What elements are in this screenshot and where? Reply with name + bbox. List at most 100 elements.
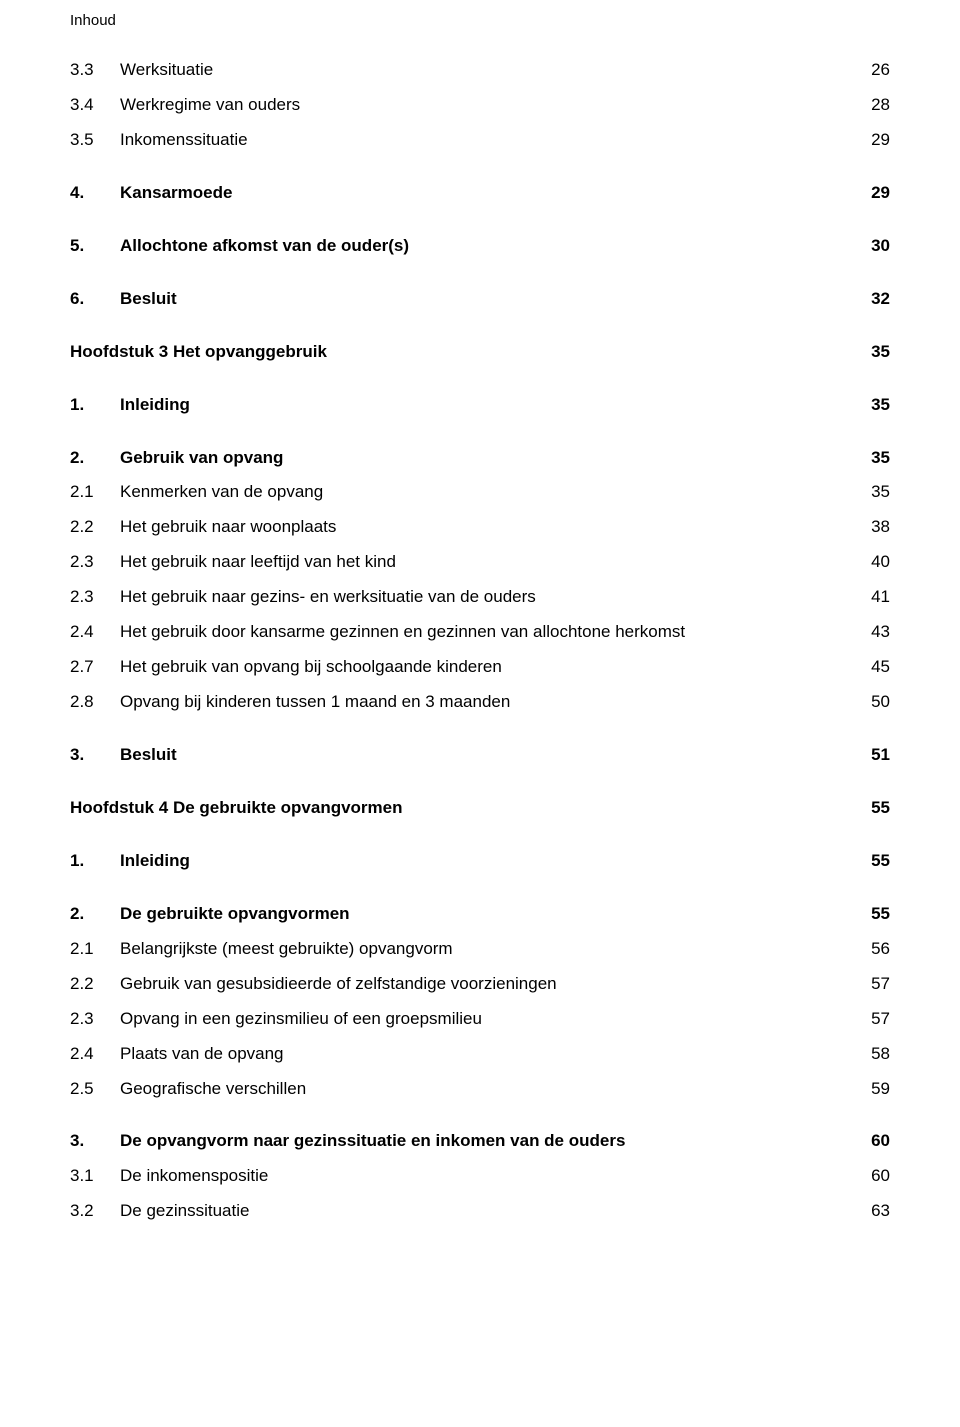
toc-row-left: 1.Inleiding <box>70 394 190 417</box>
toc-row: 2.7Het gebruik van opvang bij schoolgaan… <box>70 656 890 679</box>
toc-entry-page: 57 <box>871 1008 890 1031</box>
toc-row-left: 2.De gebruikte opvangvormen <box>70 903 350 926</box>
toc-entry-title: Het gebruik van opvang bij schoolgaande … <box>120 656 502 679</box>
toc-entry-number: 3.2 <box>70 1200 120 1223</box>
toc-entry-title: De gebruikte opvangvormen <box>120 903 350 926</box>
toc-row-left: Hoofdstuk 3 Het opvanggebruik <box>70 341 327 364</box>
toc-row-left: 3.De opvangvorm naar gezinssituatie en i… <box>70 1130 625 1153</box>
toc-row: 2.2Gebruik van gesubsidieerde of zelfsta… <box>70 973 890 996</box>
page-header: Inhoud <box>70 12 890 29</box>
toc-entry-number: 1. <box>70 850 120 873</box>
toc-chapter-title: Hoofdstuk 4 De gebruikte opvangvormen <box>70 797 403 820</box>
toc-row: Hoofdstuk 3 Het opvanggebruik35 <box>70 341 890 364</box>
toc-entry-number: 4. <box>70 182 120 205</box>
toc-entry-page: 63 <box>871 1200 890 1223</box>
toc-row-left: 2.2Het gebruik naar woonplaats <box>70 516 336 539</box>
toc-entry-title: Het gebruik naar woonplaats <box>120 516 336 539</box>
toc-entry-page: 56 <box>871 938 890 961</box>
toc-entry-page: 32 <box>871 288 890 311</box>
table-of-contents: 3.3Werksituatie263.4Werkregime van ouder… <box>70 59 890 1223</box>
toc-row-left: Hoofdstuk 4 De gebruikte opvangvormen <box>70 797 403 820</box>
toc-entry-number: 2.2 <box>70 516 120 539</box>
toc-row: 2.1Kenmerken van de opvang35 <box>70 481 890 504</box>
toc-row: 3.2De gezinssituatie 63 <box>70 1200 890 1223</box>
toc-row: 2.4Plaats van de opvang 58 <box>70 1043 890 1066</box>
toc-row: 2.1Belangrijkste (meest gebruikte) opvan… <box>70 938 890 961</box>
toc-row: 2.3Het gebruik naar gezins- en werksitua… <box>70 586 890 609</box>
toc-entry-title: Belangrijkste (meest gebruikte) opvangvo… <box>120 938 453 961</box>
toc-row-left: 2.4Plaats van de opvang <box>70 1043 284 1066</box>
toc-row: 2.5Geografische verschillen59 <box>70 1078 890 1101</box>
toc-entry-title: Besluit <box>120 744 177 767</box>
toc-entry-title: Inleiding <box>120 394 190 417</box>
toc-entry-page: 45 <box>871 656 890 679</box>
toc-row-left: 2.2Gebruik van gesubsidieerde of zelfsta… <box>70 973 557 996</box>
toc-row-left: 2.1Kenmerken van de opvang <box>70 481 323 504</box>
toc-entry-page: 55 <box>871 850 890 873</box>
toc-entry-number: 3. <box>70 1130 120 1153</box>
toc-entry-page: 29 <box>871 182 890 205</box>
toc-row-left: 3.3Werksituatie <box>70 59 213 82</box>
toc-entry-title: Plaats van de opvang <box>120 1043 284 1066</box>
toc-row: 2.4Het gebruik door kansarme gezinnen en… <box>70 621 890 644</box>
toc-row: 3.1De inkomenspositie 60 <box>70 1165 890 1188</box>
toc-entry-title: Kansarmoede <box>120 182 232 205</box>
toc-entry-number: 3.1 <box>70 1165 120 1188</box>
toc-row-left: 3.5Inkomenssituatie <box>70 129 248 152</box>
toc-entry-page: 29 <box>871 129 890 152</box>
toc-row-left: 2.1Belangrijkste (meest gebruikte) opvan… <box>70 938 453 961</box>
toc-entry-title: Allochtone afkomst van de ouder(s) <box>120 235 409 258</box>
toc-row: 2.2Het gebruik naar woonplaats38 <box>70 516 890 539</box>
toc-entry-number: 2.3 <box>70 1008 120 1031</box>
toc-entry-number: 3.3 <box>70 59 120 82</box>
toc-entry-number: 2.7 <box>70 656 120 679</box>
toc-entry-number: 2.3 <box>70 586 120 609</box>
toc-row: 6.Besluit 32 <box>70 288 890 311</box>
toc-entry-number: 6. <box>70 288 120 311</box>
toc-entry-number: 2.5 <box>70 1078 120 1101</box>
toc-row-left: 2.5Geografische verschillen <box>70 1078 306 1101</box>
toc-entry-page: 58 <box>871 1043 890 1066</box>
toc-row: 2.8Opvang bij kinderen tussen 1 maand en… <box>70 691 890 714</box>
toc-entry-number: 2.4 <box>70 621 120 644</box>
toc-entry-number: 3. <box>70 744 120 767</box>
toc-entry-page: 41 <box>871 586 890 609</box>
toc-entry-page: 57 <box>871 973 890 996</box>
toc-row: 3.Besluit51 <box>70 744 890 767</box>
toc-entry-title: Het gebruik naar gezins- en werksituatie… <box>120 586 536 609</box>
toc-row-left: 2.3Het gebruik naar leeftijd van het kin… <box>70 551 396 574</box>
toc-row-left: 2.3Opvang in een gezinsmilieu of een gro… <box>70 1008 482 1031</box>
toc-entry-page: 40 <box>871 551 890 574</box>
toc-entry-title: Werkregime van ouders <box>120 94 300 117</box>
toc-row: 1.Inleiding55 <box>70 850 890 873</box>
toc-entry-number: 3.4 <box>70 94 120 117</box>
toc-entry-number: 5. <box>70 235 120 258</box>
toc-entry-page: 28 <box>871 94 890 117</box>
toc-entry-title: Het gebruik door kansarme gezinnen en ge… <box>120 621 685 644</box>
toc-row: 3.4Werkregime van ouders 28 <box>70 94 890 117</box>
toc-entry-number: 2.1 <box>70 938 120 961</box>
toc-row-left: 3.Besluit <box>70 744 177 767</box>
toc-entry-title: Gebruik van gesubsidieerde of zelfstandi… <box>120 973 557 996</box>
toc-entry-number: 2.4 <box>70 1043 120 1066</box>
toc-entry-title: Opvang in een gezinsmilieu of een groeps… <box>120 1008 482 1031</box>
toc-row-left: 2.4Het gebruik door kansarme gezinnen en… <box>70 621 685 644</box>
toc-entry-title: Opvang bij kinderen tussen 1 maand en 3 … <box>120 691 510 714</box>
toc-entry-page: 60 <box>871 1165 890 1188</box>
toc-entry-page: 50 <box>871 691 890 714</box>
toc-row: 5.Allochtone afkomst van de ouder(s) 30 <box>70 235 890 258</box>
toc-entry-number: 2. <box>70 447 120 470</box>
toc-row-left: 3.2De gezinssituatie <box>70 1200 249 1223</box>
toc-row-left: 2.Gebruik van opvang <box>70 447 283 470</box>
toc-entry-title: Gebruik van opvang <box>120 447 283 470</box>
toc-row: 3.De opvangvorm naar gezinssituatie en i… <box>70 1130 890 1153</box>
toc-row-left: 2.8Opvang bij kinderen tussen 1 maand en… <box>70 691 510 714</box>
toc-entry-number: 2. <box>70 903 120 926</box>
toc-entry-page: 30 <box>871 235 890 258</box>
toc-row: 3.5Inkomenssituatie 29 <box>70 129 890 152</box>
toc-entry-page: 55 <box>871 903 890 926</box>
toc-chapter-title: Hoofdstuk 3 Het opvanggebruik <box>70 341 327 364</box>
toc-entry-title: Besluit <box>120 288 177 311</box>
toc-row-left: 3.4Werkregime van ouders <box>70 94 300 117</box>
toc-entry-title: De inkomenspositie <box>120 1165 268 1188</box>
